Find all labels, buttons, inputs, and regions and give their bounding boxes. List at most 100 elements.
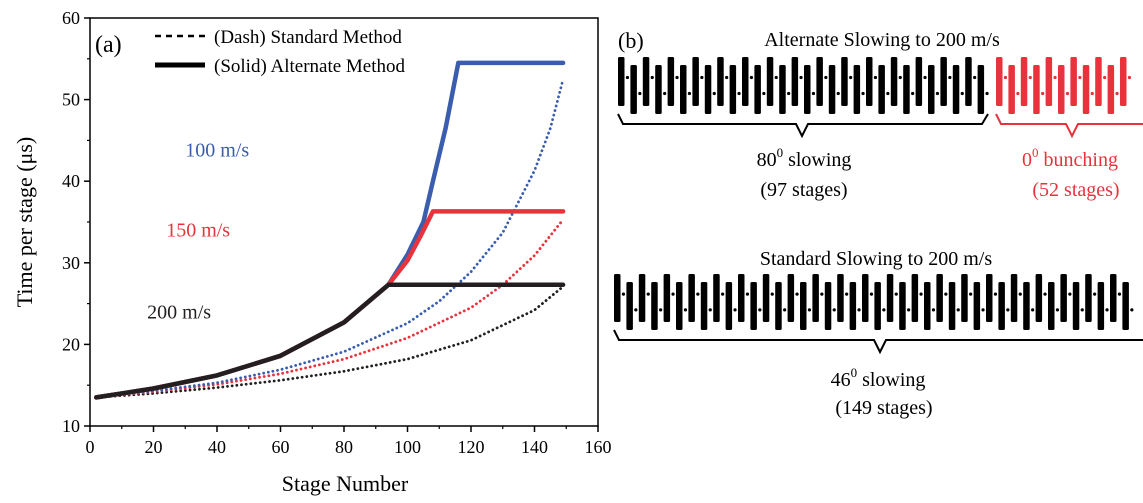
bunching-electrode-rod — [1107, 65, 1115, 114]
slowing-electrode-dot — [973, 75, 977, 80]
standard-electrode-rod — [1035, 274, 1043, 322]
standard-electrode-dot — [919, 292, 923, 296]
standard-electrode-rod — [1010, 274, 1018, 322]
speed-annotation: 200 m/s — [147, 301, 211, 323]
bunching-electrode-dot — [1041, 91, 1045, 96]
slowing-electrode-rod — [754, 65, 761, 114]
slowing-electrode-dot — [824, 75, 828, 80]
standard-electrode-rod — [899, 282, 906, 330]
panel-b-label: (b) — [618, 28, 644, 53]
standard-electrode-rod — [676, 282, 683, 330]
slowing-electrode-rod — [680, 65, 687, 114]
slowing-electrode-dot — [762, 91, 766, 96]
slowing-electrode-rod — [717, 57, 724, 106]
bunching-electrode-rod — [1120, 57, 1127, 106]
slowing-electrode-dot — [650, 75, 654, 80]
bunching-electrode-dot — [1115, 91, 1119, 96]
standard-electrode-rod — [837, 274, 844, 322]
standard-electrode-dot — [1093, 292, 1097, 296]
alternate-title: Alternate Slowing to 200 m/s — [764, 29, 1000, 51]
bunching-electrode-rod — [996, 57, 1003, 106]
standard-electrode-dot — [993, 292, 998, 296]
standard-electrode-rod — [1072, 282, 1080, 330]
speed-annotation: 100 m/s — [185, 140, 249, 162]
standard-electrode-dot — [733, 308, 737, 312]
standard-electrode-dot — [1031, 308, 1035, 312]
standard-slowing-brace — [613, 329, 1143, 355]
slowing-electrode-dot — [737, 91, 741, 96]
standard-electrode-rod — [824, 282, 832, 330]
slowing-electrode-dot — [873, 75, 878, 80]
bunching-electrode-dot — [1103, 75, 1107, 80]
slowing-electrode-dot — [923, 75, 927, 80]
standard-electrode-dot — [969, 292, 973, 296]
standard-electrode-dot — [944, 292, 948, 296]
bunching-electrode-rod — [1058, 65, 1065, 114]
slowing-electrode-rod — [965, 57, 972, 106]
standard-electrode-rod — [750, 282, 757, 330]
slowing-electrode-rod — [742, 57, 749, 106]
standard-electrode-rod — [800, 282, 807, 330]
standard-electrode-dot — [671, 292, 675, 296]
standard-electrode-dot — [1043, 292, 1047, 296]
slowing-electrode-rod — [866, 57, 873, 106]
standard-electrode-rod — [713, 274, 720, 322]
slowing-electrode-dot — [911, 91, 915, 96]
y-tick-label: 40 — [62, 171, 80, 191]
standard-electrode-dot — [857, 308, 861, 312]
legend-dash-label: (Dash) Standard Method — [214, 27, 402, 48]
slowing-electrode-dot — [687, 91, 692, 96]
bunching-electrode-rod — [1070, 57, 1077, 106]
standard-electrode-rod — [886, 274, 894, 322]
speed-annotation: 150 m/s — [166, 220, 230, 242]
standard-electrode-dot — [646, 292, 650, 296]
standard-electrode-dot — [845, 292, 849, 296]
series-line-standard-200 — [94, 285, 565, 399]
y-axis-label: Time per stage (μs) — [12, 137, 37, 307]
standard-electrode-rod — [1110, 274, 1117, 322]
slowing-electrode-rod — [977, 65, 985, 114]
slowing-electrode-rod — [878, 65, 885, 114]
slowing-electrode-dot — [861, 91, 865, 96]
standard-electrode-rod — [700, 282, 708, 330]
standard-electrode-dot — [1068, 292, 1072, 296]
alternate-slowing-stages: (97 stages) — [760, 179, 847, 201]
slowing-electrode-dot — [774, 75, 778, 80]
standard-electrode-dot — [683, 308, 688, 312]
standard-electrode-dot — [981, 308, 985, 312]
standard-electrode-rod — [762, 274, 770, 322]
slowing-electrode-rod — [841, 57, 848, 106]
slowing-electrode-dot — [749, 75, 754, 80]
standard-electrode-rod — [973, 282, 981, 330]
standard-electrode-dot — [1006, 308, 1010, 312]
standard-slowing-label: 460 slowing — [831, 365, 926, 391]
alternate-slowing-label: 800 slowing — [757, 145, 852, 171]
standard-electrode-rod — [849, 282, 857, 330]
x-tick-label: 160 — [585, 437, 612, 457]
standard-electrode-dot — [931, 308, 936, 312]
bunching-electrode-dot — [1090, 91, 1094, 96]
y-tick-label: 10 — [62, 416, 80, 436]
slowing-electrode-dot — [712, 91, 716, 96]
standard-electrode-rod — [775, 282, 782, 330]
standard-electrode-dot — [869, 292, 874, 296]
slowing-electrode-rod — [766, 57, 774, 106]
standard-electrode-dot — [1105, 308, 1109, 312]
standard-electrode-dot — [907, 308, 911, 312]
slowing-electrode-dot — [960, 91, 964, 96]
standard-electrode-rod — [936, 274, 943, 322]
series-line-standard-100 — [94, 77, 565, 399]
standard-electrode-rod — [663, 274, 671, 322]
slowing-electrode-rod — [804, 65, 811, 114]
standard-electrode-dot — [758, 308, 762, 312]
slowing-electrode-rod — [642, 57, 650, 106]
standard-title: Standard Slowing to 200 m/s — [760, 248, 992, 270]
bunching-electrode-dot — [1127, 75, 1132, 80]
standard-electrode-rod — [614, 274, 621, 322]
slowing-electrode-rod — [729, 65, 737, 114]
slowing-electrode-rod — [853, 65, 861, 114]
y-tick-label: 30 — [62, 253, 80, 273]
standard-electrode-rod — [924, 282, 931, 330]
